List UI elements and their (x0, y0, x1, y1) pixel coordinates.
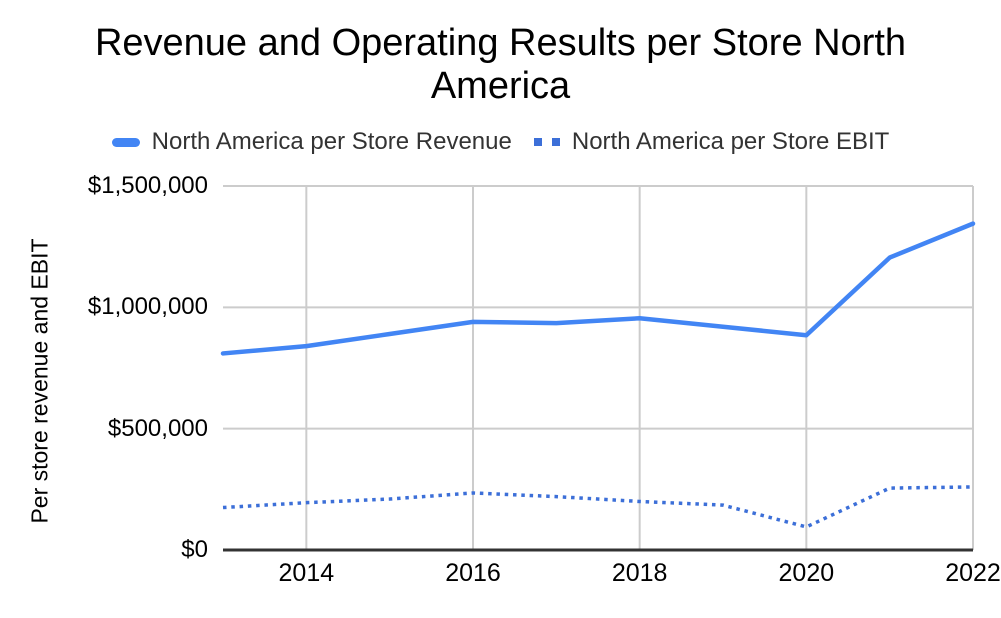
x-tick-label: 2022 (945, 559, 1001, 587)
revenue-legend-swatch (111, 137, 140, 147)
ebit-line (222, 485, 974, 529)
legend: North America per Store Revenue North Am… (0, 128, 1001, 156)
legend-item-ebit: North America per Store EBIT (533, 128, 890, 156)
revenue-line (220, 221, 976, 356)
y-tick-label: $1,000,000 (87, 293, 208, 321)
x-tick-label: 2016 (445, 559, 501, 587)
chart-title: Revenue and Operating Results per Store … (94, 22, 907, 107)
y-tick-label: $500,000 (107, 414, 208, 442)
x-tick-label: 2014 (278, 559, 335, 587)
ebit-swatch-dot (533, 138, 542, 146)
legend-item-label: North America per Store Revenue (151, 128, 512, 155)
legend-item-revenue: North America per Store Revenue (111, 128, 512, 156)
x-tick-label: 2018 (611, 559, 668, 587)
ebit-swatch-dot (551, 138, 560, 146)
x-tick-label: 2020 (778, 559, 835, 587)
y-tick-label: $1,500,000 (87, 172, 208, 199)
legend-item-label: North America per Store EBIT (571, 128, 890, 155)
y-tick-label: $0 (181, 536, 208, 563)
ebit-legend-swatch (533, 138, 560, 146)
